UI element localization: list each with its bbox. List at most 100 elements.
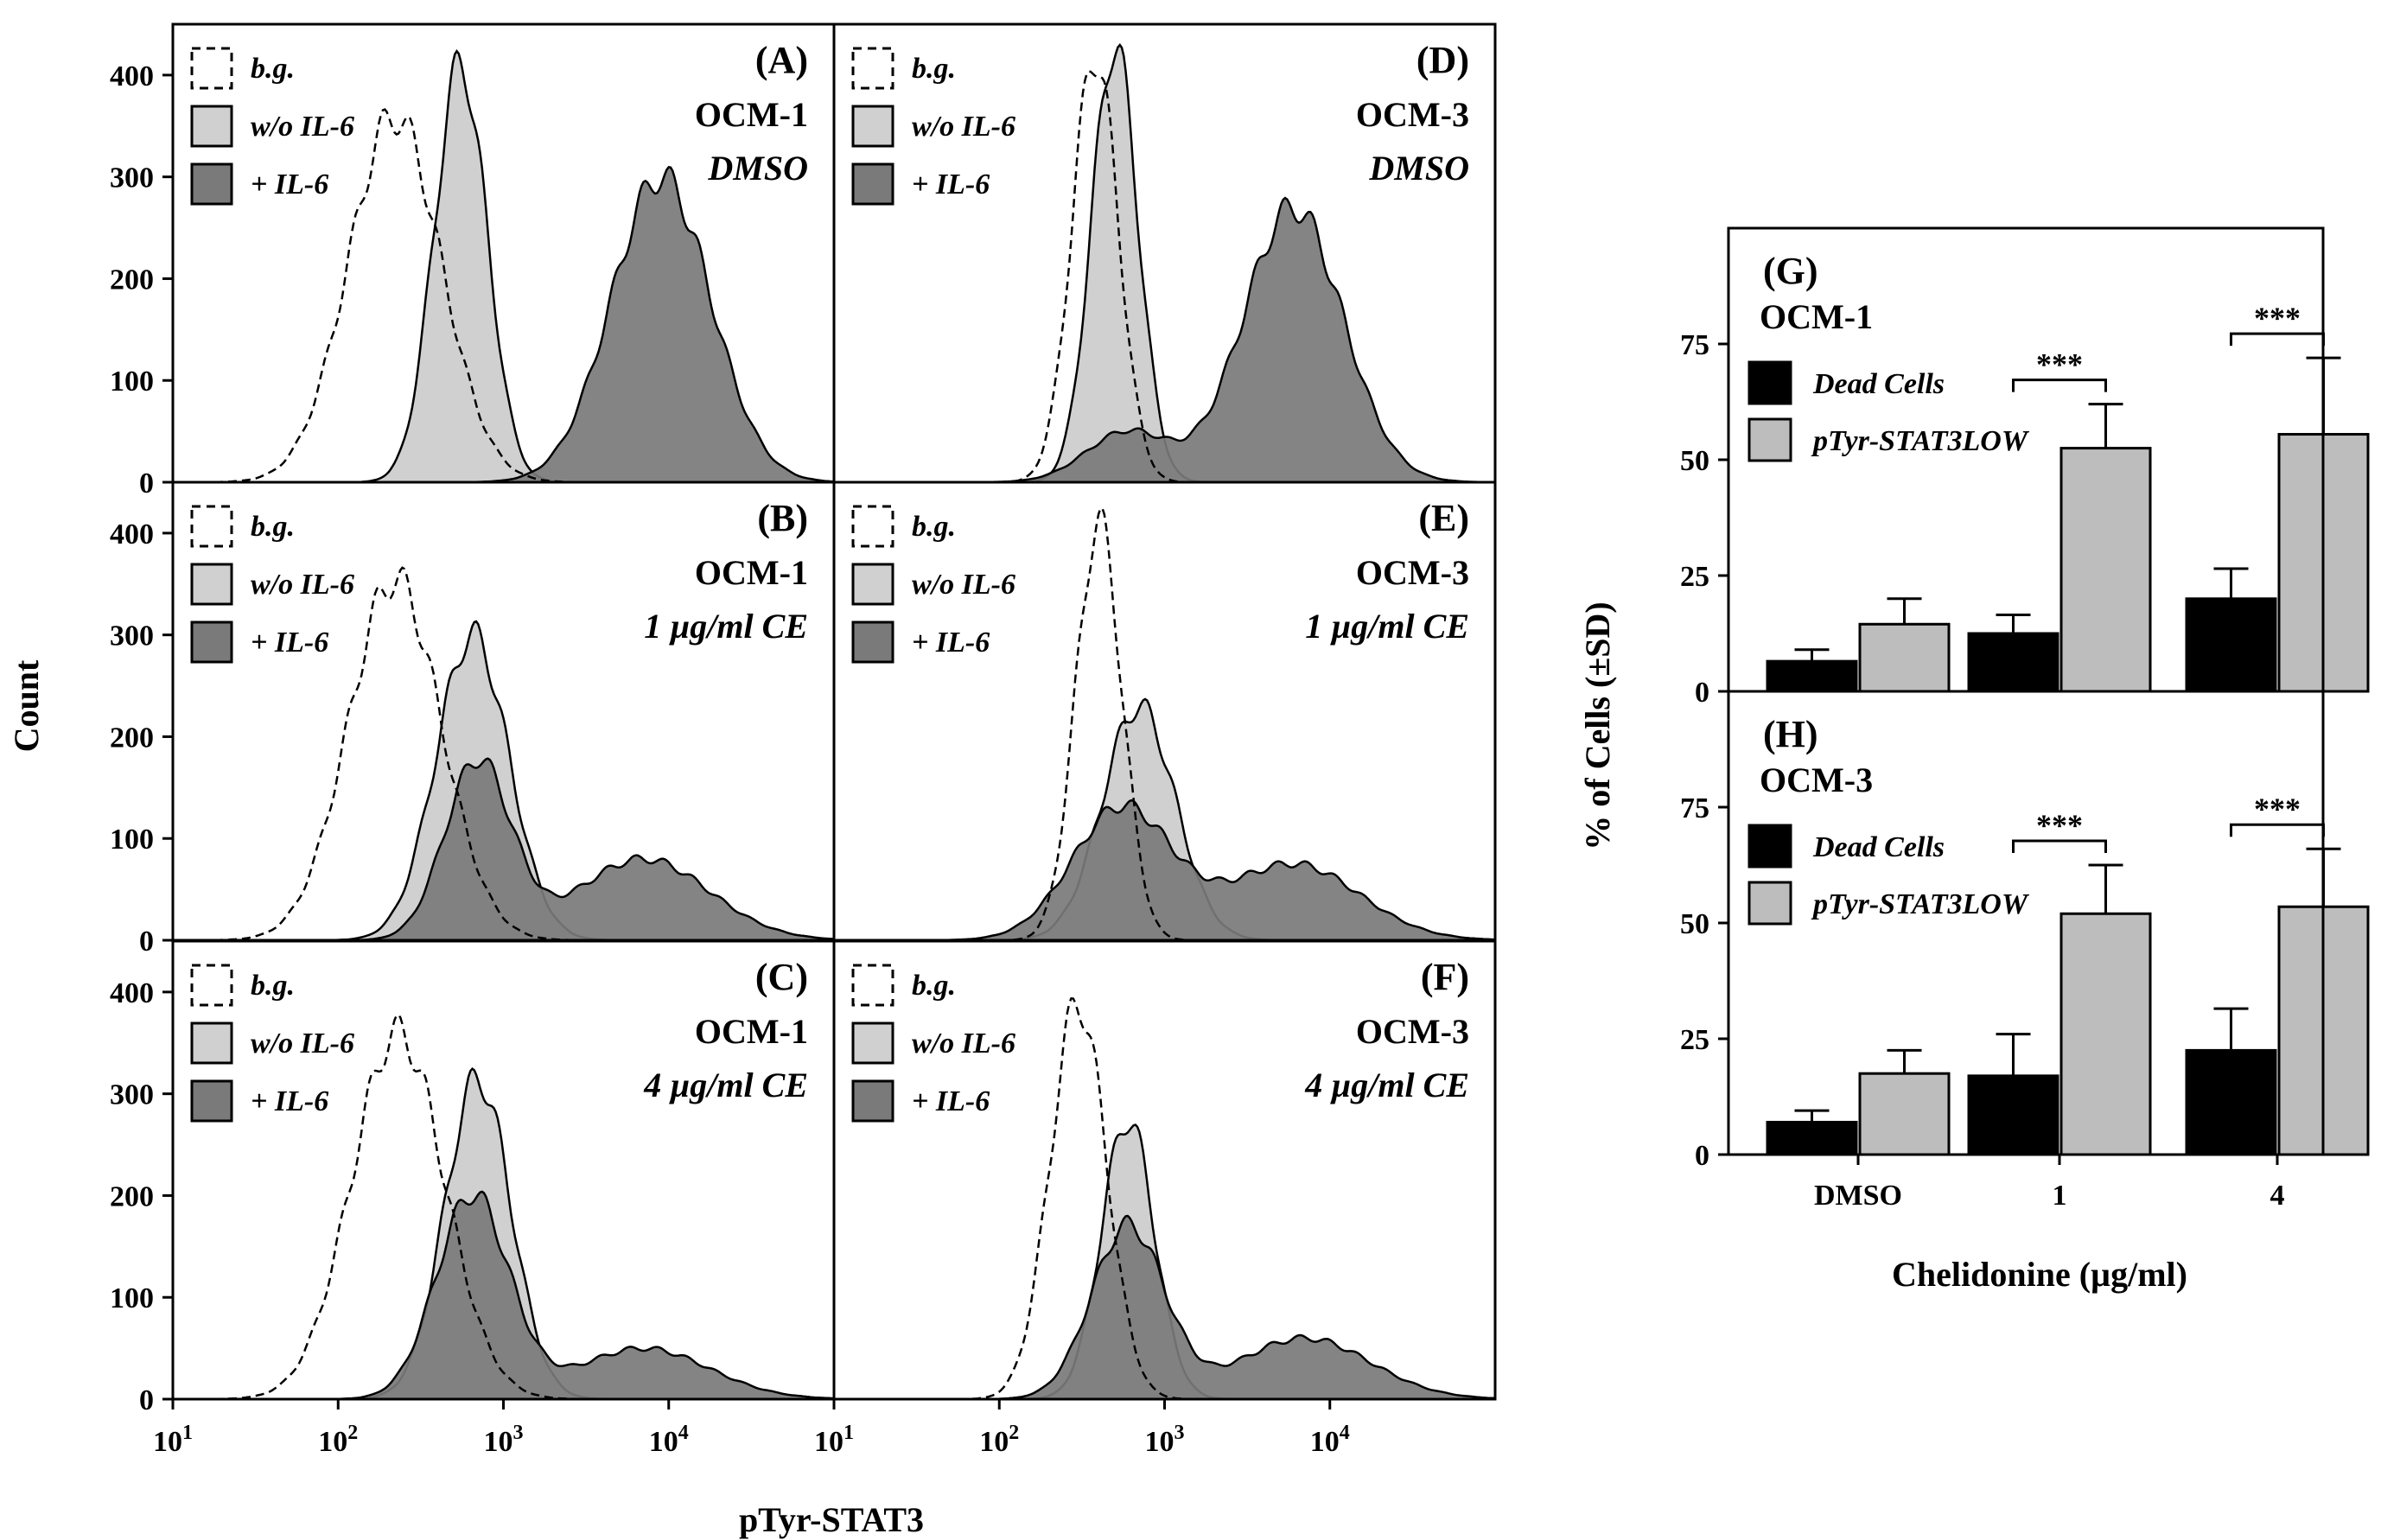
legend-wo-il6-text: w/o IL-6 xyxy=(912,569,1015,601)
panel-frame xyxy=(832,22,1497,484)
panel-cell-line: OCM-3 xyxy=(1356,553,1469,592)
y-tick-label: 200 xyxy=(110,264,154,296)
y-tick-label: 0 xyxy=(139,1384,154,1416)
y-tick-label: 0 xyxy=(139,468,154,500)
y-tick-label: 75 xyxy=(1680,792,1709,824)
legend-il6-swatch xyxy=(851,620,894,664)
significance-stars: *** xyxy=(2036,347,2083,382)
bar-panel-G: *** *** 0 25 50 75 (G) OCM-1 Dead Cells pTyr-STAT… xyxy=(1680,226,2370,709)
legend-bg-text: b.g. xyxy=(251,970,295,1002)
significance-bracket xyxy=(2230,823,2325,837)
bar-stat3-low xyxy=(2059,912,2152,1156)
bar-dead-cells xyxy=(1766,659,1858,693)
legend-wo-il6-text: w/o IL-6 xyxy=(912,111,1015,143)
significance-stars: *** xyxy=(2254,301,2301,335)
panel-label: (G) xyxy=(1763,250,1818,292)
legend-bg-swatch xyxy=(190,505,233,548)
histogram-curve-bg xyxy=(173,1013,834,1401)
y-tick-label: 400 xyxy=(110,519,154,550)
panel-label: (B) xyxy=(757,497,808,539)
y-tick-label: 0 xyxy=(1695,677,1709,709)
bar-stat3-low xyxy=(1858,1072,1951,1156)
legend-il6-text: + IL-6 xyxy=(251,1085,328,1117)
legend-bg-text: b.g. xyxy=(251,511,295,543)
histogram-panel-A: 0 100 200 300 400 b.g. w/o IL-6 + IL-6 (A) OCM-1 D… xyxy=(110,22,836,500)
significance-bracket xyxy=(2012,839,2107,853)
y-tick-label: 50 xyxy=(1680,908,1709,940)
x-tick-label: 101 xyxy=(814,1422,854,1458)
legend-il6-swatch xyxy=(851,162,894,206)
bar-dead-cells xyxy=(2185,597,2277,693)
x-tick-label: 104 xyxy=(649,1422,689,1458)
legend-wo-il6-swatch xyxy=(851,1021,894,1065)
legend-bg-text: b.g. xyxy=(912,511,956,543)
legend-stat3-low-text: pTyr-STAT3LOW xyxy=(1811,888,2030,920)
x-axis-label: pTyr-STAT3 xyxy=(739,1500,924,1539)
panel-label: (D) xyxy=(1416,39,1469,81)
y-axis-label: Count xyxy=(7,659,46,752)
y-tick-label: 100 xyxy=(110,824,154,856)
bar-panels: *** *** 0 25 50 75 (G) OCM-1 Dead Cells pTyr-STAT… xyxy=(1680,226,2370,1212)
legend-bg-swatch xyxy=(190,47,233,90)
bar-dead-cells xyxy=(1766,1120,1858,1156)
x-tick-label: 1 xyxy=(2053,1180,2067,1212)
panel-cell-line: OCM-1 xyxy=(1760,297,1873,336)
legend-dead-cells-swatch xyxy=(1747,360,1792,405)
legend-wo-il6-swatch xyxy=(851,105,894,148)
legend-stat3-low-text: pTyr-STAT3LOW xyxy=(1811,425,2030,457)
histogram-panel-C: 0 100 200 300 400 101 102 103 104 b.g. w/o IL-6 + I… xyxy=(110,939,836,1458)
legend-dead-cells-swatch xyxy=(1747,824,1792,869)
legend-il6-text: + IL-6 xyxy=(912,1085,990,1117)
legend-il6-swatch xyxy=(190,620,233,664)
y-tick-label: 25 xyxy=(1680,1024,1709,1056)
panel-cell-line: OCM-3 xyxy=(1356,1012,1469,1051)
legend-il6-text: + IL-6 xyxy=(912,169,990,200)
legend-bg-text: b.g. xyxy=(251,53,295,85)
legend-dead-cells-text: Dead Cells xyxy=(1812,368,1945,400)
y-tick-label: 75 xyxy=(1680,329,1709,361)
legend-stat3-low-swatch xyxy=(1747,417,1792,462)
histogram-panel-F: 101 102 103 104 b.g. w/o IL-6 + IL-6 (F) OCM-3 4 … xyxy=(814,939,1497,1458)
legend-wo-il6-text: w/o IL-6 xyxy=(251,111,354,143)
significance-bracket xyxy=(2230,332,2325,347)
legend-bg-swatch xyxy=(851,505,894,548)
shared-axis-labels: pTyr-STAT3 Count % of Cells (±SD) Chelid… xyxy=(7,601,2187,1539)
bar-dead-cells xyxy=(1967,1074,2059,1156)
y-tick-label: 400 xyxy=(110,977,154,1009)
panel-cell-line: OCM-1 xyxy=(695,1012,808,1051)
y-tick-label: 400 xyxy=(110,60,154,92)
legend-il6-swatch xyxy=(851,1079,894,1123)
legend-bg-swatch xyxy=(851,964,894,1007)
x-tick-label: DMSO xyxy=(1814,1180,1902,1212)
legend-wo-il6-swatch xyxy=(851,563,894,606)
panel-cell-line: OCM-3 xyxy=(1356,95,1469,134)
panel-label: (F) xyxy=(1421,956,1469,998)
legend-bg-swatch xyxy=(851,47,894,90)
panel-cell-line: OCM-1 xyxy=(695,95,808,134)
panel-label: (C) xyxy=(755,956,808,998)
y-tick-label: 300 xyxy=(110,162,154,194)
y-tick-label: 0 xyxy=(1695,1140,1709,1172)
legend-wo-il6-text: w/o IL-6 xyxy=(251,1028,354,1060)
histogram-area-il6 xyxy=(834,1214,1497,1401)
x-tick-label: 4 xyxy=(2270,1180,2285,1212)
bar-panel-H: *** *** 0 25 50 75 (H) OCM-3 Dead Cells pTyr-STAT… xyxy=(1680,690,2370,1212)
legend-wo-il6-swatch xyxy=(190,563,233,606)
panel-cell-line: OCM-3 xyxy=(1760,760,1873,799)
y-tick-label: 50 xyxy=(1680,445,1709,477)
y-tick-label: 0 xyxy=(139,926,154,958)
x-tick-label: 104 xyxy=(1310,1422,1350,1458)
y-tick-label: 200 xyxy=(110,722,154,754)
legend-wo-il6-text: w/o IL-6 xyxy=(912,1028,1015,1060)
x-tick-label: 102 xyxy=(318,1422,358,1458)
legend-wo-il6-text: w/o IL-6 xyxy=(251,569,354,601)
legend-wo-il6-swatch xyxy=(190,105,233,148)
legend-il6-text: + IL-6 xyxy=(251,627,328,659)
x-tick-label: 102 xyxy=(979,1422,1019,1458)
legend-bg-text: b.g. xyxy=(912,53,956,85)
significance-stars: *** xyxy=(2254,792,2301,826)
y-tick-label: 100 xyxy=(110,1282,154,1314)
panel-condition: 1 µg/ml CE xyxy=(1305,607,1469,646)
legend-il6-swatch xyxy=(190,162,233,206)
panel-condition: 1 µg/ml CE xyxy=(644,607,808,646)
